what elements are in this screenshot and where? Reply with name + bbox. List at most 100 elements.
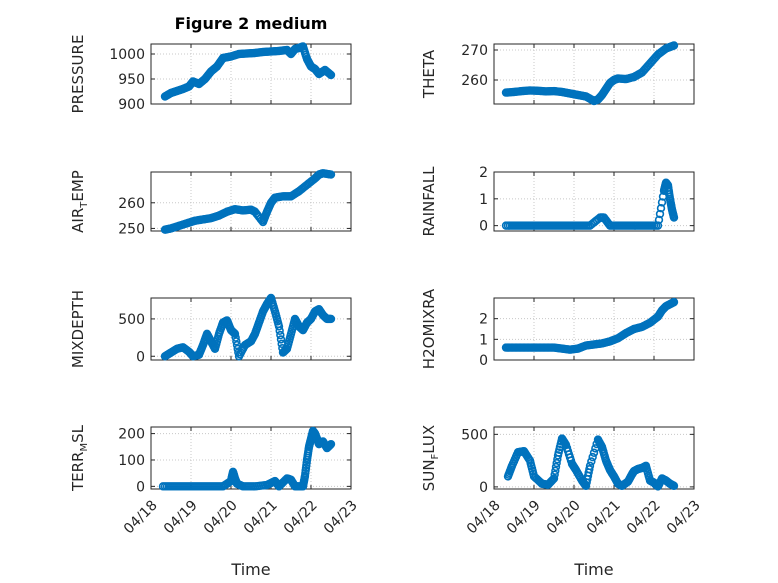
data-point — [326, 439, 336, 449]
x-axis-label-right: Time — [573, 560, 613, 579]
panel-theta: 260 270 THETA — [420, 41, 695, 106]
data-point — [669, 41, 679, 50]
y-tick-label: 0 — [136, 349, 145, 365]
y-tick-label: 2 — [479, 165, 488, 181]
y-tick-label: 900 — [118, 97, 145, 113]
data-point — [326, 170, 336, 179]
axes-box — [493, 171, 695, 232]
x-axis-label-left: Time — [230, 560, 270, 579]
data-point — [657, 198, 667, 207]
x-tick-label: 04/19 — [504, 497, 544, 537]
data-point — [326, 314, 336, 324]
y-axis-label: TERRMSL — [69, 424, 90, 492]
panel-terr-msl: 0 100 200 04/18 04/19 04/20 04/21 04/22 04/23 TER… — [69, 424, 361, 537]
y-axis-label-main: AIR — [69, 208, 87, 233]
y-axis-label: AIRTEMP — [69, 170, 90, 233]
y-axis-label-rest: SL — [69, 424, 87, 443]
y-tick-label: 500 — [461, 427, 488, 443]
data-point — [548, 475, 558, 484]
y-tick-label: 950 — [118, 72, 145, 88]
data-point — [232, 337, 241, 346]
y-tick-label: 260 — [118, 196, 145, 212]
y-tick-label: 1 — [479, 332, 488, 348]
y-tick-label: 270 — [461, 43, 488, 59]
y-axis-label-main: TERR — [69, 452, 87, 493]
data-point — [656, 204, 666, 213]
y-axis-label: SUNFLUX — [420, 425, 441, 491]
chart-title: Figure 2 medium — [175, 14, 328, 33]
x-tick-label: 04/21 — [584, 497, 624, 537]
y-tick-label: 250 — [118, 221, 145, 237]
data-point — [231, 333, 240, 342]
x-tick-label: 04/22 — [281, 497, 321, 537]
x-tick-label: 04/23 — [321, 497, 361, 537]
y-axis-label-main: H2OMIXRA — [420, 288, 438, 369]
y-tick-label: 0 — [479, 353, 488, 369]
axes-box — [493, 297, 695, 361]
axes-box — [493, 426, 695, 490]
y-axis-label-main: MIXDEPTH — [69, 290, 87, 368]
y-axis-label: MIXDEPTH — [69, 290, 87, 368]
data-point — [275, 326, 284, 335]
data-point — [655, 209, 665, 219]
data-point — [550, 470, 559, 479]
x-tick-label: 04/20 — [201, 497, 241, 537]
y-tick-label: 1 — [479, 192, 488, 208]
data-point — [549, 474, 559, 483]
data-point — [585, 465, 594, 474]
panel-pressure: 900 950 1000 PRESSURE — [69, 35, 352, 114]
y-axis-label-subscript: F — [430, 453, 441, 459]
y-tick-label: 260 — [461, 73, 488, 89]
panel-h2omixra: 0 1 2 H2OMIXRA — [420, 288, 695, 369]
x-tick-label: 04/21 — [241, 497, 281, 537]
x-tick-label: 04/18 — [464, 497, 504, 537]
data-point — [653, 221, 663, 230]
y-axis-label: RAINFALL — [420, 166, 438, 237]
axes-box — [150, 171, 352, 232]
data-point — [669, 481, 679, 491]
panel-air-temp: 250 260 AIRTEMP — [69, 169, 352, 237]
data-point — [551, 466, 560, 475]
axes-box — [150, 297, 352, 361]
data-point — [669, 213, 679, 222]
y-tick-label: 100 — [118, 453, 145, 469]
panel-mixdepth: 0 500 MIXDEPTH — [69, 290, 352, 368]
panel-sun-flux: 0 500 04/18 04/19 04/20 04/21 04/22 04/23 SUNFLU… — [420, 425, 704, 537]
y-axis-label-rest: LUX — [420, 425, 438, 454]
data-point — [551, 462, 561, 472]
x-tick-label: 04/18 — [121, 497, 161, 537]
axes-box — [150, 426, 352, 490]
y-axis-label-main: RAINFALL — [420, 166, 438, 237]
y-axis-label: H2OMIXRA — [420, 288, 438, 369]
y-tick-label: 0 — [479, 480, 488, 496]
x-tick-label: 04/22 — [624, 497, 664, 537]
x-tick-label: 04/19 — [161, 497, 201, 537]
data-point — [587, 457, 596, 466]
y-axis-label-rest: EMP — [69, 170, 87, 201]
axes-box — [150, 43, 352, 105]
data-point — [589, 448, 599, 457]
data-point — [230, 329, 240, 339]
y-tick-label: 2 — [479, 312, 488, 328]
y-tick-label: 0 — [136, 479, 145, 495]
x-tick-label: 04/23 — [664, 497, 704, 537]
x-tick-label: 04/20 — [544, 497, 584, 537]
y-axis-label-subscript: T — [79, 201, 90, 209]
data-point — [588, 452, 597, 462]
y-tick-label: 200 — [118, 427, 145, 443]
y-axis-label: THETA — [420, 49, 438, 99]
y-axis-label-main: SUN — [420, 459, 438, 491]
data-point — [276, 330, 285, 340]
data-point — [276, 335, 286, 344]
y-axis-label: PRESSURE — [69, 35, 87, 114]
data-point — [585, 461, 595, 471]
data-point — [274, 322, 284, 331]
y-tick-label: 1000 — [109, 47, 145, 63]
data-point — [326, 70, 336, 80]
y-tick-label: 500 — [118, 312, 145, 328]
data-point — [552, 458, 561, 468]
y-axis-label-main: PRESSURE — [69, 35, 87, 114]
y-axis-label-main: THETA — [420, 49, 438, 99]
data-point — [654, 215, 664, 225]
